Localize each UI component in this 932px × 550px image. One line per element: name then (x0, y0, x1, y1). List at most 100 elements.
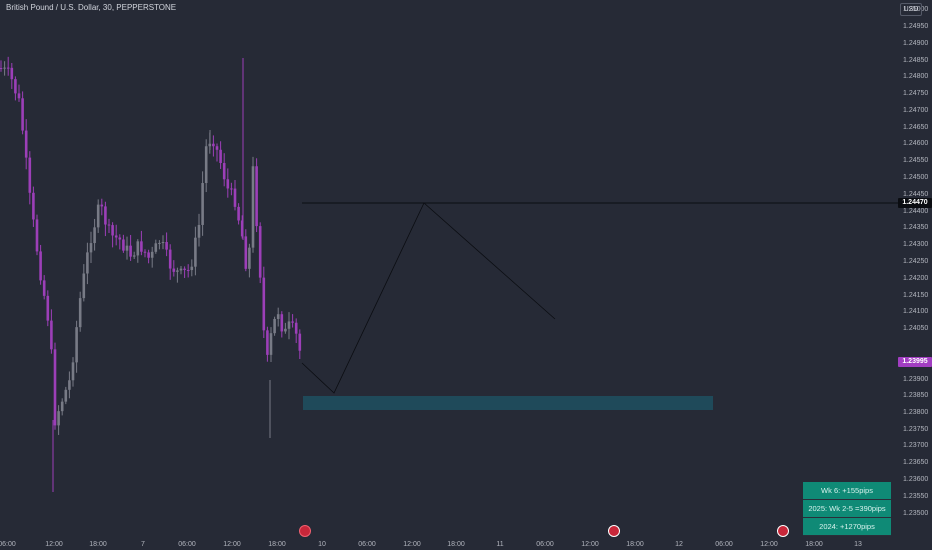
candle-body (168, 249, 172, 269)
horizontal-line-price-tag: 1.24470 (898, 198, 932, 208)
price-axis-label: 1.24750 (903, 90, 928, 97)
candle-body (150, 251, 154, 258)
price-axis-label: 1.23850 (903, 392, 928, 399)
price-axis-label: 1.23600 (903, 476, 928, 483)
currency-button[interactable]: USD (900, 3, 922, 16)
candle-body (222, 163, 226, 180)
time-axis-label: 06:00 (178, 541, 196, 548)
candle-body (161, 242, 165, 244)
candle-body (204, 146, 208, 184)
candle-body (10, 67, 14, 80)
candle-body (262, 277, 266, 331)
price-axis-label: 1.23650 (903, 459, 928, 466)
economic-event-icon[interactable] (299, 525, 311, 537)
time-axis-label: 06:00 (0, 541, 16, 548)
candle-body (258, 226, 262, 278)
candle-body (0, 68, 3, 69)
candle-body (32, 192, 35, 220)
projection-path[interactable] (301, 202, 556, 394)
candle-body (118, 237, 122, 240)
price-axis-label: 1.24800 (903, 73, 928, 80)
price-axis-label: 1.24250 (903, 258, 928, 265)
time-axis-label: 18:00 (626, 541, 644, 548)
candle-body (298, 333, 302, 351)
price-axis-label: 1.24450 (903, 191, 928, 198)
candle-body (183, 268, 186, 270)
candle-body (244, 236, 248, 269)
time-axis[interactable]: 06:00 12:00 18:00 7 06:00 12:00 18:00 10 06:00 12… (0, 541, 862, 548)
candle-body (269, 333, 273, 355)
candle-body (21, 98, 24, 131)
price-axis-label: 1.24050 (903, 325, 928, 332)
price-axis-label: 1.24700 (903, 107, 928, 114)
uk-flag-icon[interactable] (608, 525, 620, 537)
stats-table: Wk 6: +155pips 2025: Wk 2-5 =390pips 202… (803, 482, 891, 536)
candle-body (219, 149, 222, 164)
candle-body (86, 252, 89, 274)
candle-body (53, 349, 57, 426)
candle-body (60, 401, 64, 412)
candle-body (122, 239, 125, 251)
candle-body (42, 280, 46, 296)
candle-body (176, 270, 179, 272)
price-axis-label: 1.24150 (903, 292, 928, 299)
price-axis-label: 1.24850 (903, 57, 928, 64)
candle-body (212, 143, 215, 147)
time-axis-label: 18:00 (805, 541, 823, 548)
candle-body (201, 183, 204, 225)
price-axis-label: 1.24100 (903, 308, 928, 315)
candle-body (165, 242, 168, 250)
price-axis[interactable]: 1.25000 1.24950 1.24900 1.24850 1.24800 1.247… (903, 6, 928, 517)
stats-row-week: Wk 6: +155pips (803, 482, 891, 500)
time-axis-label: 12 (675, 541, 683, 548)
candle-body (251, 166, 255, 248)
stats-row-2024: 2024: +1270pips (803, 518, 891, 536)
price-axis-label: 1.23500 (903, 510, 928, 517)
candle-body (75, 327, 78, 363)
candle-body (3, 67, 6, 69)
candle-body (237, 206, 240, 221)
candle-body (154, 243, 158, 252)
candle-body (248, 247, 251, 269)
candle-body (50, 320, 53, 350)
candle-body (6, 67, 10, 69)
time-axis-label: 12:00 (45, 541, 63, 548)
time-axis-label: 06:00 (715, 541, 733, 548)
price-axis-label: 1.23700 (903, 442, 928, 449)
candle-body (226, 179, 230, 189)
candle-body (230, 188, 233, 190)
candle-body (104, 206, 107, 225)
candle-body (28, 157, 32, 193)
price-axis-label: 1.24200 (903, 275, 928, 282)
candle-body (186, 269, 190, 271)
price-axis-label: 1.24950 (903, 23, 928, 30)
candle-body (143, 251, 147, 253)
symbol-title: British Pound / U.S. Dollar, 30, PEPPERS… (6, 3, 177, 12)
candle-body (129, 245, 132, 257)
candle-body (284, 328, 287, 332)
candle-body (136, 241, 140, 256)
time-axis-label: 06:00 (358, 541, 376, 548)
time-axis-label: 10 (318, 541, 326, 548)
candle-body (57, 411, 60, 426)
price-axis-label: 1.24500 (903, 174, 928, 181)
support-zone-rectangle[interactable] (303, 396, 713, 410)
candle-body (197, 224, 201, 238)
candle-body (140, 241, 143, 252)
candle-body (68, 380, 71, 390)
uk-flag-icon[interactable] (777, 525, 789, 537)
candle-body (78, 298, 82, 328)
candle-body (89, 243, 93, 253)
time-axis-label: 12:00 (760, 541, 778, 548)
candle-body (158, 242, 161, 244)
candle-body (132, 255, 136, 257)
candle-body (114, 235, 118, 238)
candle-body (240, 220, 244, 237)
price-axis-label: 1.24650 (903, 124, 928, 131)
candle-body (291, 321, 294, 323)
candle-body (294, 322, 298, 334)
candle-body (280, 314, 284, 332)
candle-body (179, 268, 183, 271)
candles-group (0, 56, 302, 492)
